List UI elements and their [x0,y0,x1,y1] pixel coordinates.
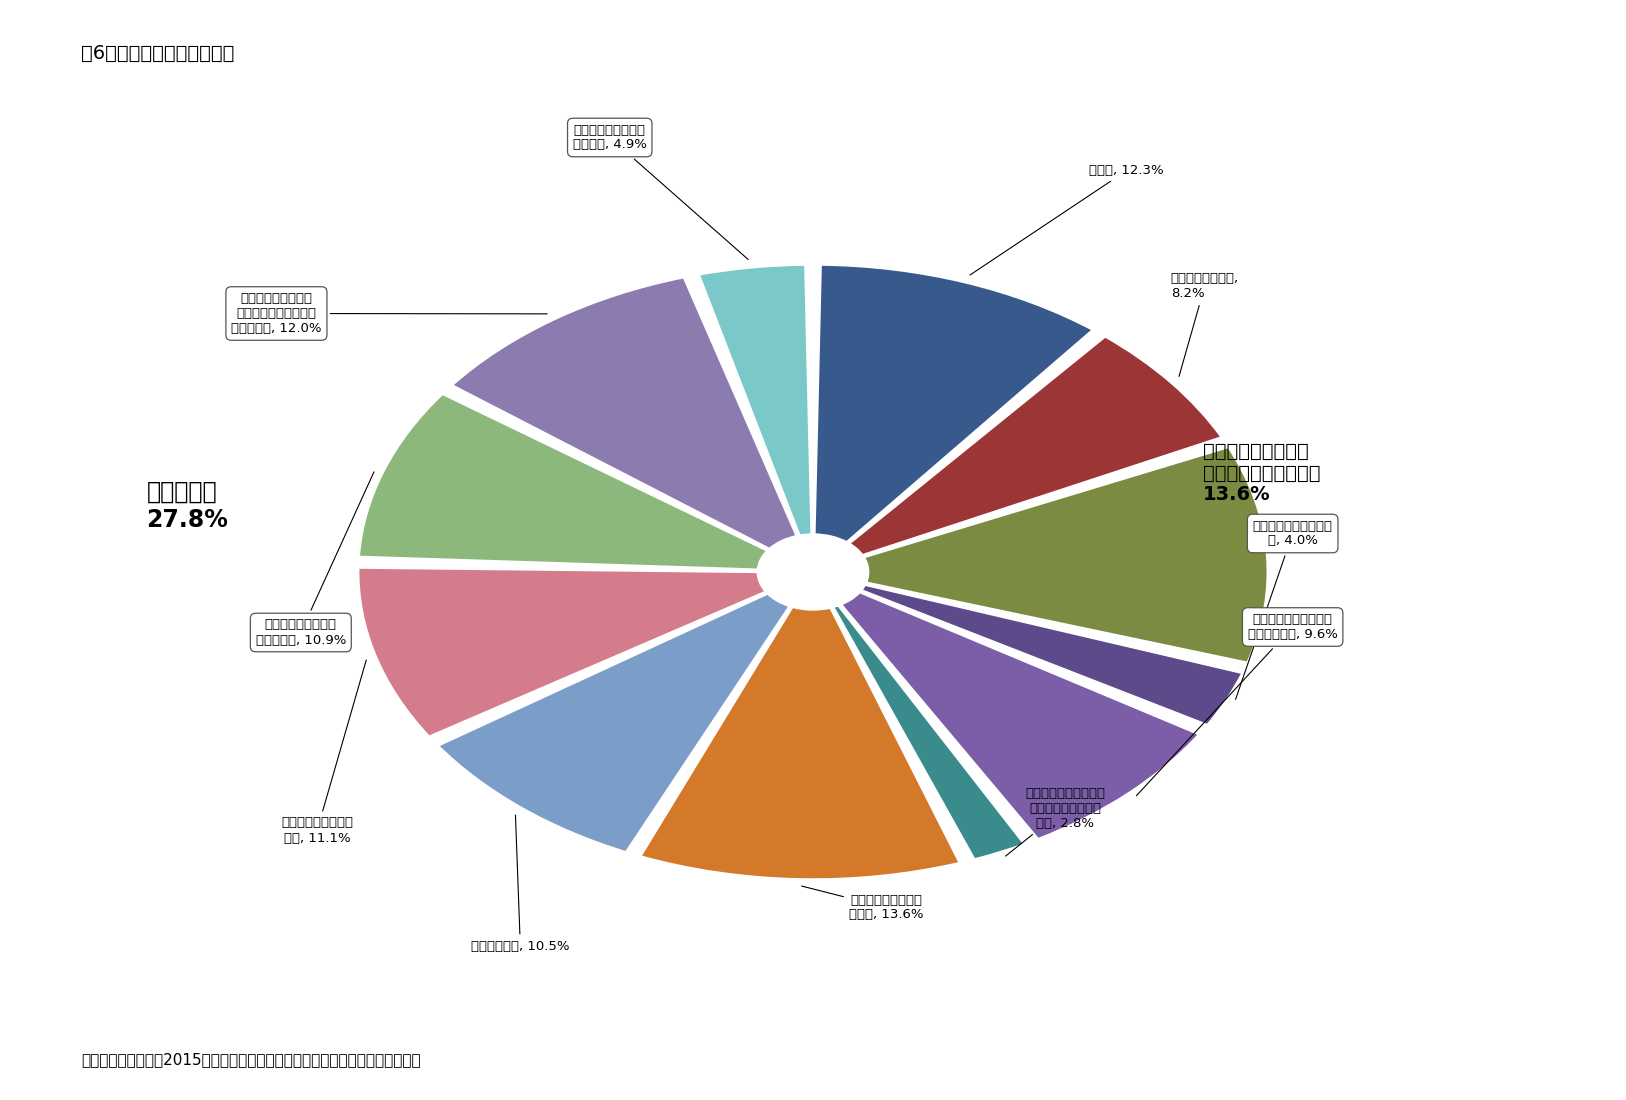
Text: 自分で営業活動を行
い獲得, 13.6%: 自分で営業活動を行 い獲得, 13.6% [802,886,924,922]
Wedge shape [863,447,1268,663]
Text: 図6　在宅ワークの受注方法: 図6 在宅ワークの受注方法 [81,44,234,63]
Text: マッチングサイトを利
用, 4.0%: マッチングサイトを利 用, 4.0% [1236,519,1333,700]
Text: 勤め先関係以外の知
人（在宅ワーカーを除
く）の紹介, 12.0%: 勤め先関係以外の知 人（在宅ワーカーを除 く）の紹介, 12.0% [231,292,548,336]
Text: 以前の勤め先関係の
知人の紹介, 10.9%: 以前の勤め先関係の 知人の紹介, 10.9% [255,472,374,647]
Text: 出所）厚生労働省（2015）「在宅ワーカーのためのハンドブック」を筆者加筆: 出所）厚生労働省（2015）「在宅ワーカーのためのハンドブック」を筆者加筆 [81,1052,421,1067]
Text: 以前の勤め先の取引
企業, 11.1%: 以前の勤め先の取引 企業, 11.1% [281,660,366,845]
Wedge shape [860,584,1244,726]
Wedge shape [450,276,797,550]
Wedge shape [358,393,769,570]
Text: 他の在宅ワーカーか
らの紹介, 4.9%: 他の在宅ワーカーか らの紹介, 4.9% [572,123,748,260]
Text: 仲介機関への登録,
8.2%: 仲介機関への登録, 8.2% [1171,272,1239,376]
Text: その他, 12.3%: その他, 12.3% [971,164,1164,275]
Text: 以前の勤め先, 10.5%: 以前の勤め先, 10.5% [472,815,569,953]
Text: 知人の紹介
27.8%: 知人の紹介 27.8% [146,480,228,532]
Wedge shape [437,593,790,852]
Wedge shape [833,605,1026,860]
Wedge shape [358,566,767,737]
Wedge shape [849,336,1223,556]
Text: 新聞、情報誌、チラシ
等への求人広告への
応募, 2.8%: 新聞、情報誌、チラシ 等への求人広告への 応募, 2.8% [1005,786,1106,856]
Wedge shape [815,264,1094,543]
Wedge shape [841,592,1200,839]
Text: インターネットの求人
情報への応募, 9.6%: インターネットの求人 情報への応募, 9.6% [1137,613,1338,795]
Wedge shape [639,606,961,880]
Wedge shape [698,264,811,536]
Text: インターネットのプ
ラットフォームを利用
13.6%: インターネットのプ ラットフォームを利用 13.6% [1203,441,1320,505]
